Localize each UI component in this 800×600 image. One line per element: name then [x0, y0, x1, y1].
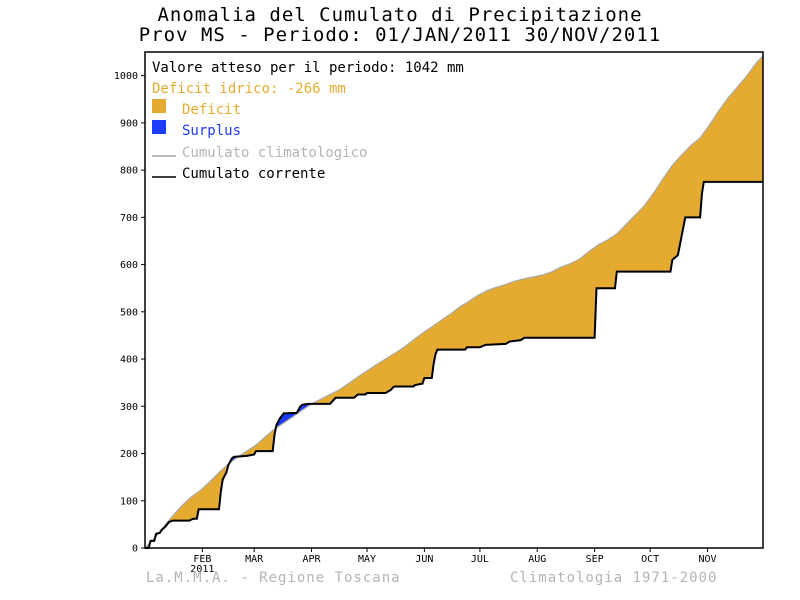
legend-surplus-swatch — [152, 120, 166, 134]
y-tick-label: 0 — [132, 544, 138, 555]
legend-expected: Valore atteso per il periodo: 1042 mm — [152, 60, 464, 76]
x-tick-label: JUL — [471, 554, 489, 565]
y-tick-label: 400 — [120, 355, 138, 366]
x-tick-label: JUN — [415, 554, 433, 565]
current-line — [145, 180, 763, 549]
y-tick-label: 200 — [120, 449, 138, 460]
footer-climatology: Climatologia 1971-2000 — [510, 570, 718, 586]
deficit-area — [239, 428, 276, 457]
legend-current-label: Cumulato corrente — [182, 166, 325, 182]
climatological-line — [144, 55, 764, 549]
legend-deficit-swatch — [152, 99, 166, 113]
y-tick-label: 800 — [120, 166, 138, 177]
chart-title: Anomalia del Cumulato di Precipitazione — [157, 4, 643, 26]
legend-climatological-label: Cumulato climatologico — [182, 145, 367, 161]
x-tick-label: APR — [302, 554, 321, 565]
x-year-label: 2011 — [190, 564, 214, 575]
y-tick-label: 900 — [120, 118, 138, 129]
x-tick-label: FEB — [193, 554, 211, 565]
deficit-area — [312, 55, 763, 404]
legend: Valore atteso per il periodo: 1042 mm De… — [152, 60, 464, 182]
x-tick-label: NOV — [698, 554, 716, 565]
plot-frame — [144, 51, 764, 549]
x-tick-label: SEP — [586, 554, 604, 565]
plot-area — [144, 55, 764, 549]
y-tick-label: 600 — [120, 260, 138, 271]
x-tick-label: OCT — [641, 554, 659, 565]
y-tick-label: 300 — [120, 402, 138, 413]
y-tick-label: 1000 — [114, 71, 138, 82]
chart-subtitle: Prov MS - Periodo: 01/JAN/2011 30/NOV/20… — [138, 24, 662, 46]
x-tick-label: MAY — [358, 554, 376, 565]
legend-surplus-label: Surplus — [182, 123, 241, 139]
y-tick-label: 500 — [120, 307, 138, 318]
y-tick-label: 100 — [120, 496, 138, 507]
footer-credit: La.M.M.A. - Regione Toscana — [146, 570, 401, 586]
axes: 0 100 200 300 400 500 600 700 800 900 1000 FEB MAR AP… — [114, 51, 764, 575]
legend-deficit-text: Deficit idrico: -266 mm — [152, 81, 346, 97]
x-tick-label: AUG — [528, 554, 546, 565]
y-tick-label: 700 — [120, 213, 138, 224]
x-tick-label: MAR — [245, 554, 264, 565]
legend-deficit-label: Deficit — [182, 102, 241, 118]
